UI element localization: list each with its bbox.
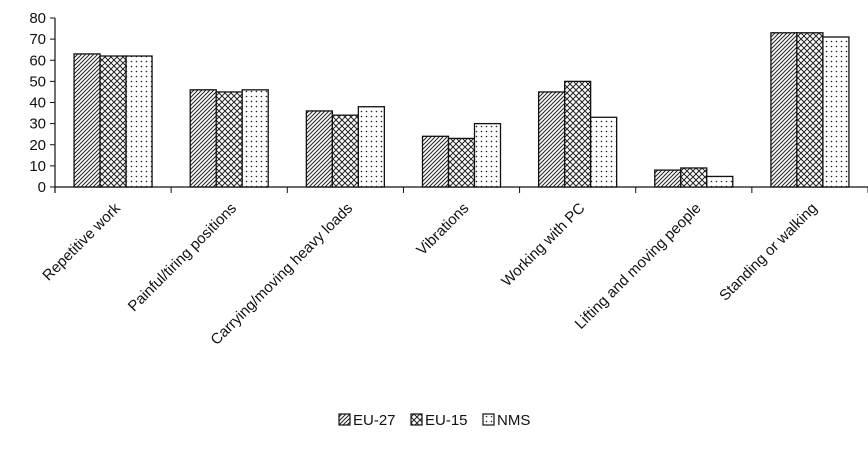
y-tick-label: 50 [29,73,46,90]
bar-eu-15-1 [215,91,243,188]
legend-label-eu-15: EU-15 [425,412,468,429]
y-tick-label: 80 [29,10,46,27]
bar-eu-27-0 [73,53,101,188]
legend-swatch-eu-15 [410,413,423,426]
bar-nms-2 [357,106,386,188]
bar-eu-15-5 [680,167,708,188]
bar-eu-15-0 [99,55,127,188]
category-labels: Repetitive work Painful/tiring positionsC… [39,199,820,348]
bar-nms-1 [241,89,269,188]
y-tick-label: 70 [29,31,46,48]
bar-eu-15-6 [796,32,824,188]
bar-nms-5 [706,175,734,188]
bars [73,32,850,188]
legend-label-nms: NMS [497,412,530,429]
x-category-label: Lifting and moving people [572,200,705,333]
y-tick-label: 40 [29,95,46,112]
y-tick-label: 20 [29,137,46,154]
bar-eu-15-4 [563,80,592,188]
bar-eu-27-3 [421,135,450,188]
bar-eu-15-2 [331,114,360,188]
y-tick-label: 10 [29,158,46,175]
bar-nms-0 [125,55,153,188]
bar-eu-27-5 [654,169,682,188]
x-category-label: Vibrations [413,200,472,259]
x-category-label: Painful/tiring positions [125,200,240,315]
y-tick-label: 30 [29,116,46,133]
bar-eu-15-3 [447,137,476,188]
bar-nms-6 [822,36,850,188]
bar-eu-27-1 [189,89,217,188]
bar-nms-4 [589,116,618,188]
bar-eu-27-2 [305,110,334,188]
bar-eu-27-6 [770,32,798,188]
y-tick-label: 0 [38,179,46,196]
x-category-label: Standing or walking [716,200,821,305]
legend-swatch-nms [482,413,495,426]
legend-swatch-eu-27 [338,413,351,426]
legend-label-eu-27: EU-27 [353,412,396,429]
bar-eu-27-4 [537,91,566,188]
y-tick-label: 60 [29,52,46,69]
x-category-label: Repetitive work [39,199,124,284]
legend: EU-27 EU-15 NMS [338,412,530,429]
x-category-label: Working with PC [498,200,588,290]
bar-nms-3 [473,122,502,188]
